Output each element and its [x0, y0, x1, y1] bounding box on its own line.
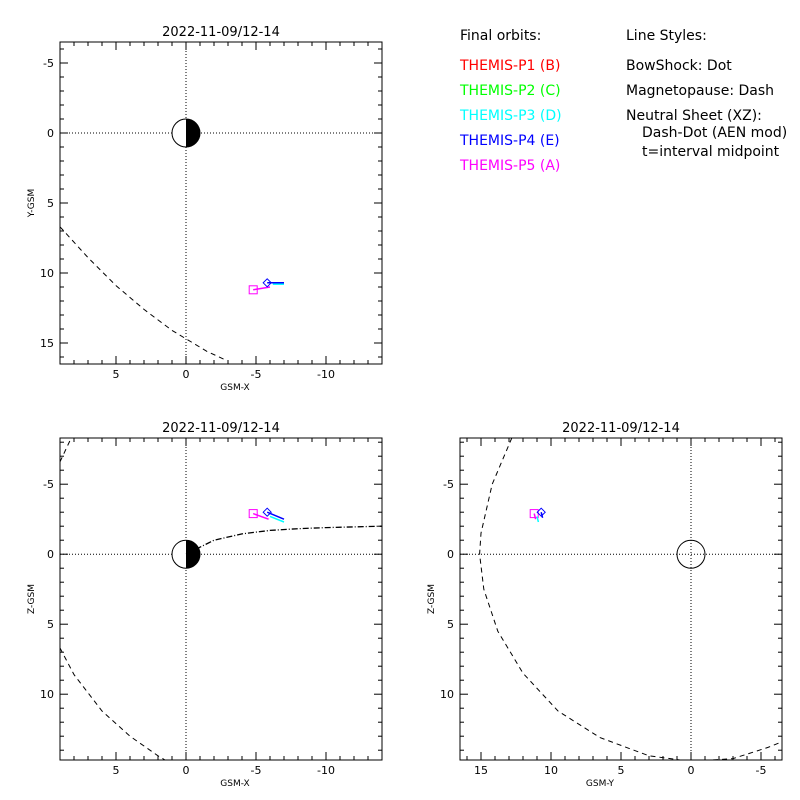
y-tick-label: -5	[43, 478, 54, 491]
x-axis-label: GSM-X	[220, 779, 249, 789]
plot-area	[60, 42, 382, 364]
chart-panel-2: 5 0 -5 -10 -5 0 5 10 2022-11-09/12-14 GSM-X Z-GSM	[27, 421, 383, 789]
x-tick-label: 0	[688, 764, 695, 777]
axes-frame	[59, 41, 383, 365]
x-tick-label: 5	[618, 764, 625, 777]
y-tick-label: 5	[447, 618, 454, 631]
y-tick-label: -5	[43, 57, 54, 70]
x-tick-label: 10	[544, 764, 558, 777]
legend-style-5: t=interval midpoint	[642, 144, 780, 160]
x-tick-label: -5	[251, 764, 262, 777]
y-tick-label: 0	[47, 548, 54, 561]
legend-orbit-5: THEMIS-P5 (A)	[459, 158, 560, 174]
neutral-sheet-curve	[185, 525, 382, 555]
x-tick-label: -10	[317, 368, 335, 381]
legend-style-4: Dash-Dot (AEN mod)	[642, 125, 787, 141]
x-tick-label: 5	[113, 368, 120, 381]
magnetopause-curve	[60, 226, 226, 361]
spacecraft-marker-p4	[262, 278, 272, 288]
spacecraft-marker-p4	[536, 507, 546, 517]
y-tick-label: 0	[47, 127, 54, 140]
y-axis-label: Y-GSM	[27, 189, 37, 218]
magnetopause-curve-lower	[60, 438, 72, 463]
magnetopause-curve	[60, 647, 166, 760]
chart-panel-1: 5 0 -5 -10 -5 0 5 10 15 2022-11-09/12-14 GSM-X Y-GS…	[27, 25, 383, 393]
y-axis-label: Z-GSM	[427, 584, 437, 614]
legend-orbit-2: THEMIS-P2 (C)	[459, 83, 561, 99]
chart-title: 2022-11-09/12-14	[162, 421, 280, 436]
legend-orbit-1: THEMIS-P1 (B)	[459, 58, 560, 74]
spacecraft-marker-p5	[248, 509, 258, 519]
x-tick-label: -5	[251, 368, 262, 381]
legend-style-2: Magnetopause: Dash	[626, 83, 774, 99]
x-tick-label: 5	[113, 764, 120, 777]
y-tick-label: 5	[47, 618, 54, 631]
y-tick-label: 5	[47, 197, 54, 210]
axes-frame	[59, 437, 383, 761]
y-tick-label: 10	[40, 267, 54, 280]
plot-area	[460, 438, 782, 760]
x-tick-label: 15	[474, 764, 488, 777]
spacecraft-marker-p4	[262, 507, 272, 517]
chart-panel-3: 15 10 5 0 -5 -5 0 5 10 2022-11-09/12-14 GSM-Y Z-GSM	[427, 421, 783, 789]
y-tick-label: -5	[443, 478, 454, 491]
x-tick-label: 0	[183, 368, 190, 381]
x-axis-label: GSM-Y	[586, 779, 615, 789]
legend-styles-title: Line Styles:	[626, 28, 707, 44]
chart-title: 2022-11-09/12-14	[162, 25, 280, 40]
x-tick-label: 0	[183, 764, 190, 777]
y-tick-label: 15	[40, 337, 54, 350]
legend: Final orbits: THEMIS-P1 (B) THEMIS-P2 (C) T…	[459, 28, 787, 174]
legend-style-3: Neutral Sheet (XZ):	[626, 108, 762, 124]
legend-orbit-3: THEMIS-P3 (D)	[459, 108, 562, 124]
orbit-track-p3	[536, 516, 540, 523]
axes-frame	[459, 437, 783, 761]
legend-orbit-4: THEMIS-P4 (E)	[459, 133, 560, 149]
earth-nightside	[186, 540, 201, 569]
orbit-track-p5	[253, 286, 271, 291]
y-tick-label: 10	[40, 688, 54, 701]
y-axis-label: Z-GSM	[27, 584, 37, 614]
orbit-track-p3	[269, 515, 285, 523]
chart-title: 2022-11-09/12-14	[562, 421, 680, 436]
legend-orbits-title: Final orbits:	[460, 28, 541, 44]
orbit-track-p5	[533, 513, 537, 520]
plot-area	[60, 438, 382, 760]
orbit-track-p5	[252, 512, 269, 520]
y-tick-label: 10	[440, 688, 454, 701]
earth-nightside	[186, 119, 200, 147]
y-tick-label: 0	[447, 548, 454, 561]
x-tick-label: -5	[756, 764, 767, 777]
legend-style-1: BowShock: Dot	[626, 58, 732, 74]
spacecraft-marker-p5	[248, 285, 258, 295]
magnetopause-curve	[479, 438, 782, 760]
x-axis-label: GSM-X	[220, 383, 249, 393]
x-tick-label: -10	[317, 764, 335, 777]
earth	[676, 539, 706, 569]
